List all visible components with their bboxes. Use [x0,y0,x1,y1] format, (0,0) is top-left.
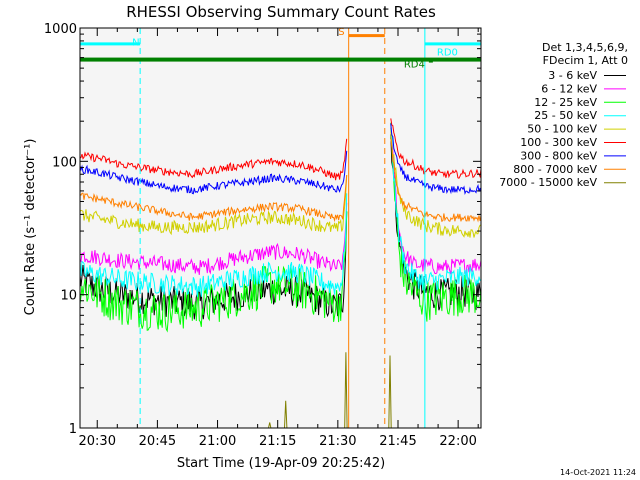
x-axis-label: Start Time (19-Apr-09 20:25:42) [177,456,385,471]
rd0-bar [424,42,481,46]
legend-label-0: 3 - 6 keV [548,69,597,82]
series-line-7-1 [390,138,482,223]
series-line-2-1 [390,122,482,322]
label-rd4: RD4 [404,60,425,71]
series-line-3-0 [79,193,348,298]
legend-label-2: 12 - 25 keV [534,96,597,109]
x-tick-label-0: 20:30 [79,434,116,449]
plot-frame [79,27,482,429]
legend-label-3: 25 - 50 keV [534,109,597,122]
label-rd0: RD0 [437,48,458,59]
series-line-4-0 [79,175,348,236]
series-line-3-1 [390,130,482,291]
x-tick-label-4: 21:30 [319,434,356,449]
label-n: N [132,37,139,48]
night-band [80,57,481,62]
series-line-4-1 [390,131,482,238]
series-line-1-1 [390,127,482,275]
series-line-6-0 [79,150,348,195]
saa-bar [80,42,141,46]
series-line-1-0 [79,202,348,275]
series-line-5-1 [390,118,482,179]
series-line-7-0 [79,175,348,223]
y-tick-label-2: 100 [52,155,77,170]
series-line-5-0 [79,138,348,181]
series-line-6-1 [390,123,482,196]
x-tick-label-5: 21:45 [379,434,416,449]
legend-label-6: 300 - 800 keV [520,149,597,162]
chart-title: RHESSI Observing Summary Count Rates [126,3,436,21]
y-tick-label-3: 1000 [44,22,77,37]
legend-label-8: 7000 - 15000 keV [499,176,597,189]
legend-header-line-1: Det 1,3,4,5,6,9, [542,41,628,54]
legend-label-5: 100 - 300 keV [520,136,597,149]
y-tick-label-0: 1 [69,422,77,437]
y-tick-label-1: 10 [60,289,77,304]
label-s: S [338,27,344,38]
x-tick-label-3: 21:15 [259,434,296,449]
legend-header-line-2: FDecim 1, Att 0 [543,54,628,67]
y-axis-label: Count Rate (s⁻¹ detector⁻¹) [23,139,38,316]
legend-label-4: 50 - 100 keV [527,123,597,136]
legend-label-1: 6 - 12 keV [541,82,597,95]
sunlight-bar [348,34,385,38]
rd4-mark [428,59,433,63]
x-tick-label-6: 22:00 [439,434,476,449]
series-line-2-0 [79,211,348,333]
timestamp: 14-Oct-2021 11:24 [560,468,636,477]
x-tick-label-2: 21:00 [199,434,236,449]
legend-label-7: 800 - 7000 keV [513,163,597,176]
plot-area [80,28,481,428]
x-tick-label-1: 20:45 [139,434,176,449]
